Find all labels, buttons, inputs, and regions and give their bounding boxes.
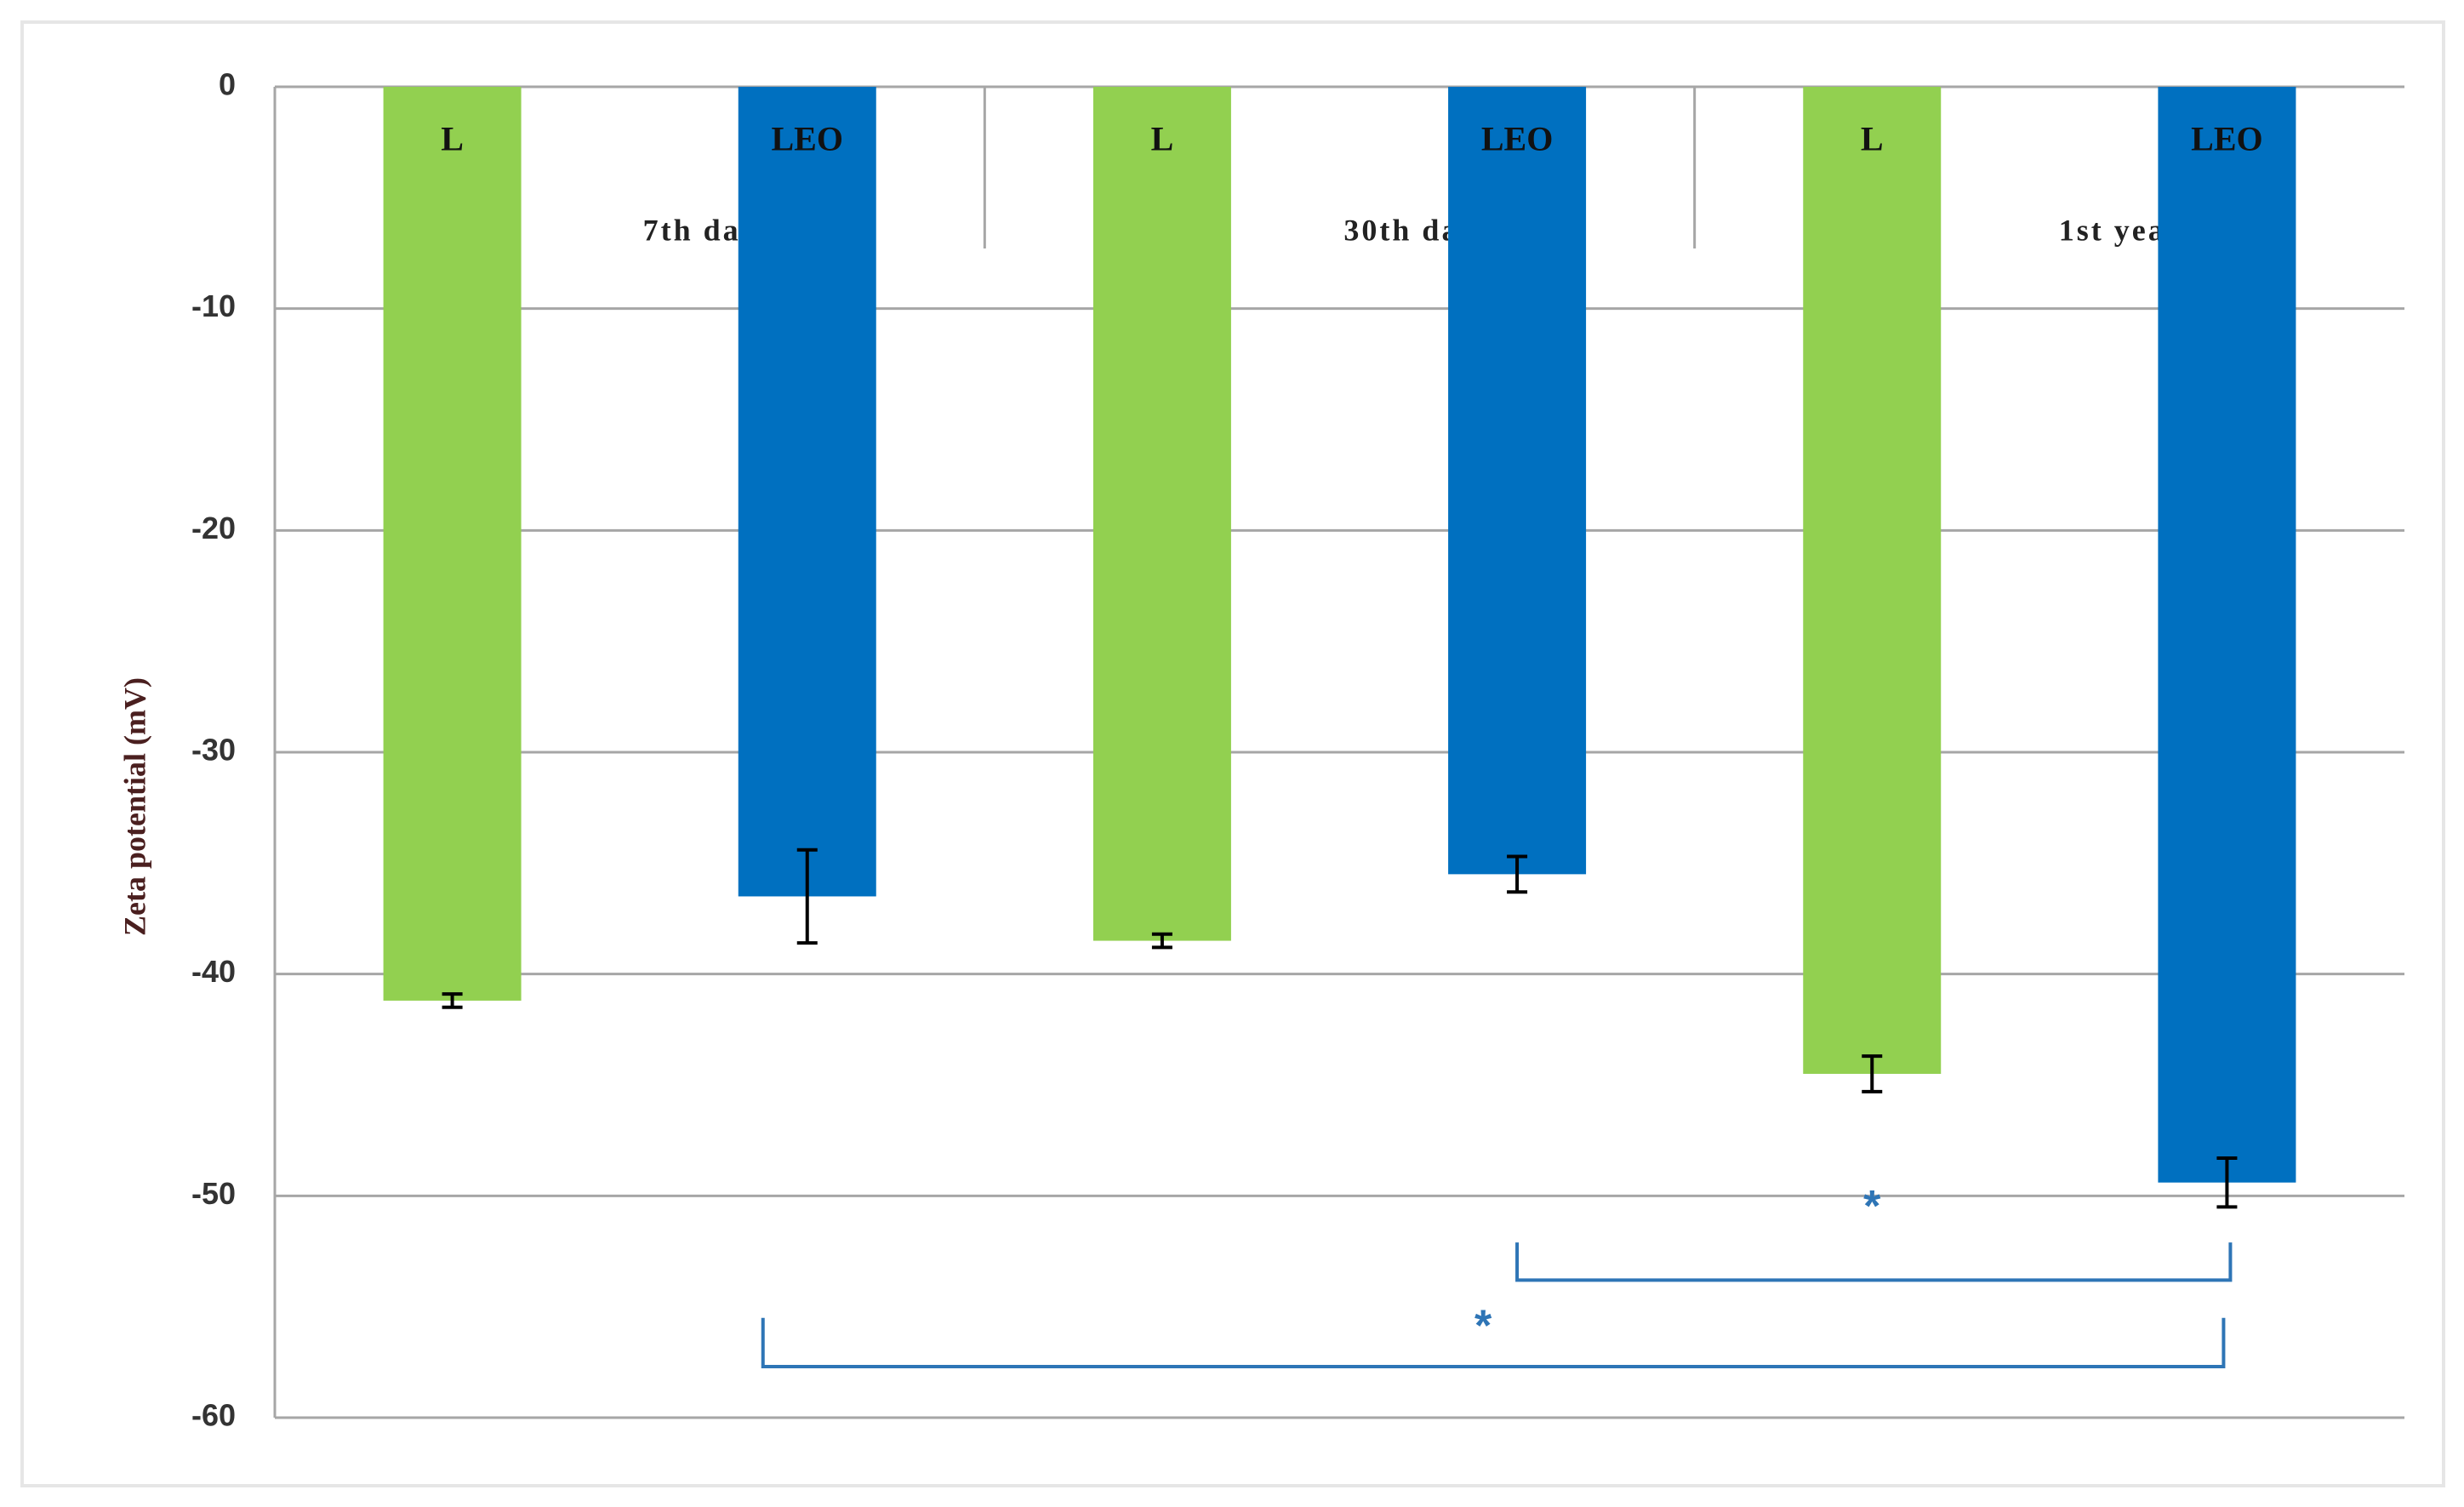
error-bar [2216,1156,2238,1209]
bar [1092,87,1231,941]
y-tick-label: -10 [191,288,236,323]
error-bar [1151,932,1172,950]
bar [383,87,522,1001]
bar [1803,87,1942,1074]
bar-label: LEO [772,119,843,157]
error-bar [442,992,463,1009]
bar-label: LEO [2191,119,2262,157]
significance-bracket [761,1317,2226,1369]
y-tick-label: 0 [219,67,236,102]
error-bar [796,848,818,945]
bar [738,87,876,897]
bar [2158,87,2296,1183]
bar [1448,87,1587,875]
y-tick-label: -30 [191,733,236,768]
bar-label: LEO [1481,119,1553,157]
y-tick-label: -50 [191,1176,236,1211]
significance-star: * [1863,1182,1881,1231]
y-tick-label: -40 [191,954,236,989]
y-tick-label: -60 [191,1398,236,1433]
y-tick-label: -20 [191,511,236,545]
bar-label: L [1151,119,1174,157]
group-label: 7th day [643,213,759,247]
significance-bracket [1515,1242,2233,1282]
y-axis-title: Zeta potential (mV) [117,677,151,936]
error-bar [1507,854,1528,894]
significance-star: * [1474,1302,1492,1351]
frame [20,20,2445,1487]
bar-label: L [441,119,464,157]
error-bar [1862,1054,1883,1093]
bar-label: L [1861,119,1884,157]
